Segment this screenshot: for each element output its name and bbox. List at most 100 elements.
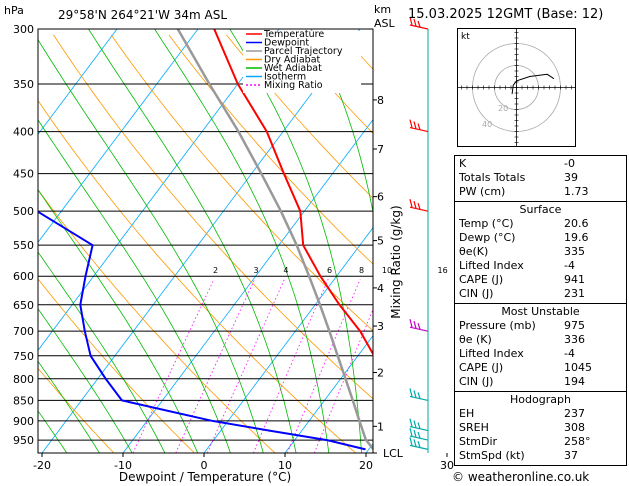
pressure-tick-label: 700 [13,325,34,338]
x-tick-label: 10 [278,459,292,472]
dry-adiabat-line [38,278,195,453]
profiles [38,29,373,451]
param-label: K [459,157,467,170]
km-tick-label: 5 [377,235,384,248]
surface-rows: Temp (°C) 20.6 Dewp (°C) 19.6 θe(K) 335 Lifted… [455,217,626,303]
x-tick-label: -10 [114,459,132,472]
wet-adiabat-lines [38,29,373,453]
param-label: Pressure (mb) [459,319,536,332]
param-row: StmDir 258° [455,435,626,449]
param-value: 308 [564,421,585,434]
credit-label: © weatheronline.co.uk [452,470,590,484]
pressure-tick-label: 600 [13,270,34,283]
isotherm-line [122,119,373,453]
pressure-tick-label: 400 [13,126,34,139]
mixing-ratio-axis-title: Mixing Ratio (g/kg) [389,205,403,318]
mixing-ratio-label: 8 [359,266,364,275]
param-row: Temp (°C) 20.6 [455,217,626,231]
param-value: 237 [564,407,585,420]
wind-barb [409,119,429,133]
pressure-unit-label: hPa [4,4,24,17]
param-label: SREH [459,421,489,434]
surface-title: Surface [519,203,562,216]
param-value: 19.6 [564,231,589,244]
param-label: StmDir [459,435,498,448]
hodograph-rows: EH 237 SREH 308 StmDir 258° StmSpd (kt) 37 [455,407,626,465]
isotherm-line [284,335,373,453]
legend-entry-label: Dewpoint [264,38,309,49]
param-value: 941 [564,273,585,286]
param-row: K -0 [455,157,626,171]
km-tick-label: 2 [377,367,384,380]
datetime-header: 15.03.2025 12GMT (Base: 12) [408,7,604,22]
param-value: 1.73 [564,185,589,198]
param-label: Totals Totals [459,171,526,184]
param-label: Lifted Index [459,347,524,360]
pressure-tick-label: 450 [13,168,34,181]
wet-adiabat-line [38,188,199,453]
hodograph-title: Hodograph [510,393,571,406]
axes: 3003504004505005506006507007508008509009… [13,23,454,472]
param-row: CIN (J) 231 [455,287,626,301]
legend-entry-label: Wet Adiabat [264,63,322,74]
indices-rows: K -0 Totals Totals 39 PW (cm) 1.73 [455,156,626,201]
param-row: SREH 308 [455,421,626,435]
km-unit-sub-label: ASL [374,17,396,30]
param-row: Dewp (°C) 19.6 [455,231,626,245]
hodograph-grid [458,29,575,146]
pressure-tick-label: 900 [13,415,34,428]
mixing-ratio-label: 16 [438,266,448,275]
pressure-tick-label: 350 [13,78,34,91]
param-row: θe (K) 336 [455,333,626,347]
wind-barb [409,319,429,332]
wet-adiabat-line [38,308,133,453]
wind-barb [409,427,429,441]
pressure-tick-label: 500 [13,205,34,218]
param-label: EH [459,407,475,420]
param-label: Lifted Index [459,259,524,272]
legend-entry-label: Dry Adiabat [264,55,321,66]
param-value: 258° [564,435,591,448]
mixing-ratio-line [313,308,373,453]
pressure-tick-label: 850 [13,394,34,407]
dry-adiabat-line [38,189,276,453]
param-value: -0 [564,157,575,170]
most-unstable-section: Most Unstable Pressure (mb) 975 θe (K) 336 L… [455,303,626,391]
param-row: Pressure (mb) 975 [455,319,626,333]
indices-panel: K -0 Totals Totals 39 PW (cm) 1.73 Surface Te… [454,155,627,466]
legend-entry-label: Temperature [263,29,324,40]
parcel-trajectory-line [176,29,373,451]
x-tick-label: -20 [33,459,51,472]
wind-barb [409,437,429,450]
mixing-ratio-label: 10 [382,266,392,275]
wet-adiabat-line [229,29,362,453]
param-value: 231 [564,287,585,300]
isotherm-line [38,29,199,243]
x-tick-label: 20 [359,459,373,472]
param-value: 194 [564,375,585,388]
dewpoint-line [38,210,366,451]
wind-barbs [409,16,429,450]
param-row: CAPE (J) 941 [455,273,626,287]
pressure-tick-label: 550 [13,239,34,252]
param-value: 39 [564,171,578,184]
param-row: EH 237 [455,407,626,421]
km-tick-label: 6 [377,191,384,204]
param-value: 335 [564,245,585,258]
wind-barb [409,199,429,212]
temperature-line [213,29,373,356]
pressure-tick-label: 650 [13,299,34,312]
pressure-tick-label: 800 [13,373,34,386]
param-row: Totals Totals 39 [455,171,626,185]
isotherm-line [38,29,118,135]
mixing-ratio-line [286,279,361,453]
legend-entry-label: Isotherm [264,72,306,83]
param-value: 1045 [564,361,592,374]
dry-adiabat-line [38,367,115,453]
param-row: CAPE (J) 1045 [455,361,626,375]
wet-adiabat-line [310,29,373,215]
dry-adiabat-line [38,99,357,453]
mixing-ratio-lines [132,279,373,453]
km-tick-label: 8 [377,94,384,107]
